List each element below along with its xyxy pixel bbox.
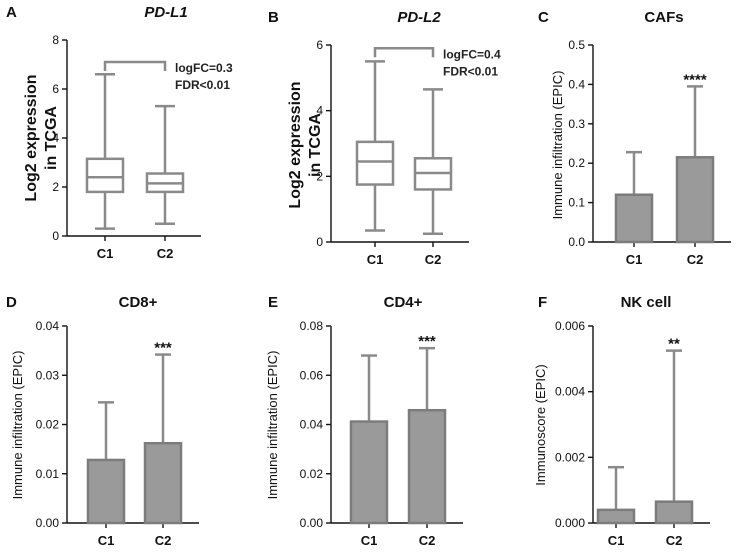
bar-c2 [407,408,447,525]
x-tick-label: C2 [419,533,436,548]
y-tick-label: 0.06 [300,368,324,382]
y-tick-label: 0 [316,235,323,249]
y-tick-label: 0.5 [568,38,585,52]
x-tick-label: C2 [425,252,442,267]
panel-letter: E [268,294,278,311]
y-tick-label: 0.002 [555,450,585,464]
significance-bracket [103,60,167,72]
x-tick-label: C2 [157,246,174,261]
x-tick-label: C1 [361,533,378,548]
panel-letter: B [268,9,279,26]
bar-c2 [143,441,183,525]
bar-c1 [596,508,636,525]
x-tick-label: C1 [367,252,384,267]
y-tick-label: 0.03 [36,368,60,382]
stat-annotation: FDR<0.01 [443,64,498,78]
significance-bracket [373,47,435,58]
y-tick-label: 0.04 [300,418,324,432]
y-tick-label: 0.0 [568,235,585,249]
panel-title: CAFs [644,9,683,26]
y-tick-label: 0.02 [36,418,60,432]
panel-letter: A [6,4,17,21]
iqr-box [355,140,395,186]
y-tick-label: 0.01 [36,467,60,481]
y-axis-label-line: in TCGA [43,106,60,170]
y-tick-label: 4 [316,104,323,118]
y-tick-label: 6 [52,82,59,96]
y-tick-label: 0.000 [555,516,585,530]
panel-e: E CD4+ 0.00 0.02 0.04 0.06 0.08 C1 C2 Immune infi… [265,294,463,548]
x-tick-label: C1 [97,246,114,261]
significance-stars: *** [418,333,436,350]
box-c2 [413,88,453,236]
panel-letter: C [538,9,549,26]
bar-c1 [86,458,126,525]
y-axis-label: Log2 expression in TCGA [23,74,60,201]
bar-c2 [654,500,694,525]
y-tick-label: 4 [52,131,59,145]
y-tick-label: 0.3 [568,117,585,131]
x-tick-label: C2 [666,533,683,548]
x-tick-label: C2 [687,252,704,267]
y-tick-label: 6 [316,38,323,52]
panel-b: B PD-L2 0 2 4 6 C1 C2 Log2 expression in TCGA logF… [268,9,501,267]
iqr-box [85,157,125,194]
y-axis-label: Immune infiltration (EPIC) [265,351,280,500]
panel-title: PD-L1 [144,4,187,21]
y-tick-label: 0.02 [300,467,324,481]
y-tick-label: 0 [52,229,59,243]
y-axis-label: Log2 expression in TCGA [287,81,324,208]
stat-annotation: logFC=0.3 [175,61,233,75]
panel-c: C CAFs 0.0 0.1 0.2 0.3 0.4 0.5 C1 C2 Immune infilt… [538,9,731,267]
bar-c2 [675,156,715,244]
y-tick-label: 2 [52,180,59,194]
y-tick-label: 0.08 [300,319,324,333]
y-tick-label: 2 [316,169,323,183]
y-tick-label: 0.4 [568,77,585,91]
x-tick-label: C1 [608,533,625,548]
y-axis-label-line: Log2 expression [23,74,40,201]
panel-letter: D [6,294,17,311]
y-tick-label: 0.04 [36,319,60,333]
y-tick-label: 0.1 [568,196,585,210]
significance-stars: **** [683,71,707,88]
significance-stars: ** [668,336,680,353]
stat-annotation: logFC=0.4 [443,47,501,61]
box-c2 [145,104,185,225]
x-tick-label: C1 [626,252,643,267]
y-tick-label: 0.2 [568,156,585,170]
y-tick-label: 0.00 [300,516,324,530]
panel-title: PD-L2 [397,9,441,26]
y-tick-label: 0.00 [36,516,60,530]
bar-c1 [349,420,389,525]
panel-a: A PD-L1 0 2 4 6 8 C1 C2 Log2 expression in TCGA log… [6,4,233,261]
x-tick-label: C2 [155,533,172,548]
y-axis-label: Immune infiltration (EPIC) [10,351,25,500]
y-axis-label: Immune infiltration (EPIC) [550,71,565,220]
y-tick-label: 8 [52,33,59,47]
panel-title: NK cell [621,294,672,311]
significance-stars: *** [154,340,172,357]
stat-annotation: FDR<0.01 [175,78,230,92]
bar-c1 [614,193,654,244]
y-axis-label-line: in TCGA [307,113,324,177]
y-axis-label: Immunoscore (EPIC) [533,364,548,485]
x-tick-label: C1 [98,533,115,548]
panel-d: D CD8+ 0.00 0.01 0.02 0.03 0.04 C1 C2 Immune infi… [6,294,199,548]
box-c1 [355,60,395,232]
panel-title: CD8+ [119,294,158,311]
y-axis-label-line: Log2 expression [287,81,304,208]
panel-title: CD4+ [384,294,423,311]
panel-f: F NK cell 0.000 0.002 0.004 0.006 C1 C2 Immunosc… [533,294,710,548]
y-tick-label: 0.004 [555,385,585,399]
box-c1 [85,73,125,230]
y-tick-label: 0.006 [555,319,585,333]
panel-letter: F [538,294,547,311]
